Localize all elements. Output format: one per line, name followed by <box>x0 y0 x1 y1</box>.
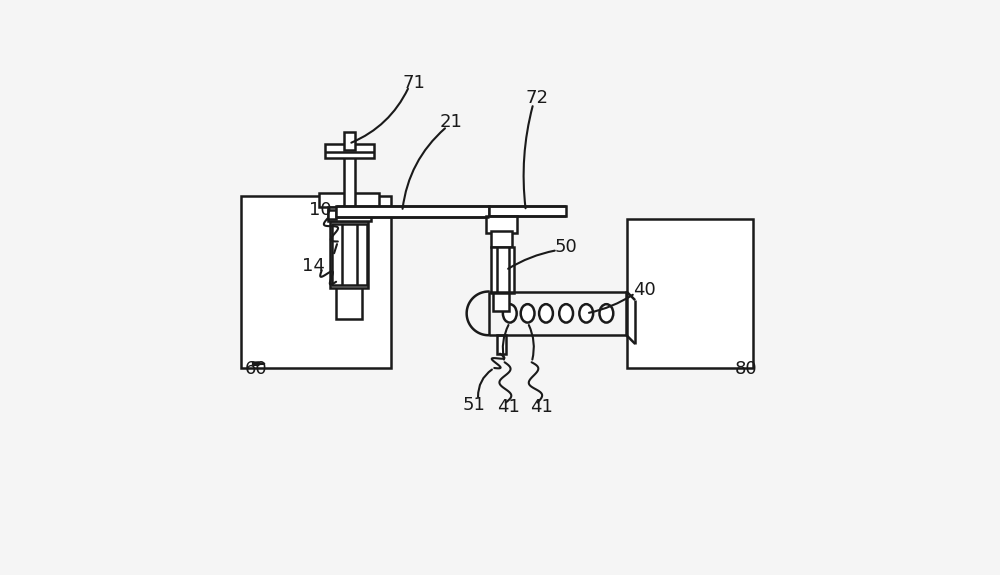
Polygon shape <box>626 292 635 344</box>
Text: 41: 41 <box>530 397 553 416</box>
FancyBboxPatch shape <box>344 152 355 207</box>
FancyBboxPatch shape <box>497 335 506 354</box>
FancyBboxPatch shape <box>328 207 371 221</box>
Text: 60: 60 <box>244 360 267 378</box>
FancyBboxPatch shape <box>626 218 753 368</box>
Ellipse shape <box>503 304 517 323</box>
FancyBboxPatch shape <box>328 210 336 218</box>
Ellipse shape <box>559 304 573 323</box>
FancyBboxPatch shape <box>491 231 512 247</box>
Text: 51: 51 <box>463 396 486 415</box>
FancyBboxPatch shape <box>493 293 509 310</box>
Text: 21: 21 <box>440 113 463 132</box>
Ellipse shape <box>539 304 553 323</box>
Text: 80: 80 <box>735 360 757 378</box>
Ellipse shape <box>521 304 534 323</box>
FancyBboxPatch shape <box>332 224 367 285</box>
Text: 40: 40 <box>634 281 656 300</box>
FancyBboxPatch shape <box>336 207 362 319</box>
Text: 50: 50 <box>555 238 578 256</box>
FancyBboxPatch shape <box>344 132 355 150</box>
FancyBboxPatch shape <box>486 216 517 233</box>
Text: 41: 41 <box>497 397 520 416</box>
Text: 10: 10 <box>309 201 332 219</box>
Ellipse shape <box>599 304 613 323</box>
Text: 71: 71 <box>402 74 425 93</box>
Text: 72: 72 <box>526 89 549 107</box>
FancyBboxPatch shape <box>241 196 391 368</box>
FancyBboxPatch shape <box>488 206 566 216</box>
FancyBboxPatch shape <box>336 206 488 217</box>
FancyBboxPatch shape <box>319 193 379 207</box>
FancyBboxPatch shape <box>330 221 368 288</box>
Text: 14: 14 <box>302 256 325 275</box>
FancyBboxPatch shape <box>491 247 514 293</box>
Ellipse shape <box>579 304 593 323</box>
FancyBboxPatch shape <box>325 144 374 158</box>
